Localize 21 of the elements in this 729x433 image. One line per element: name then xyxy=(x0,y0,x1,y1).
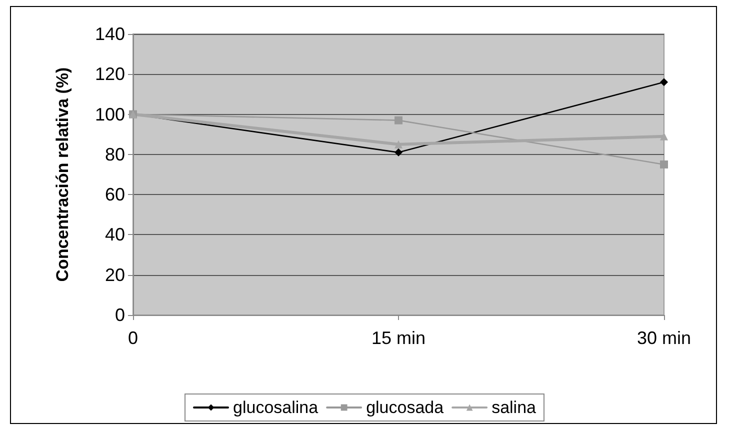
point xyxy=(394,116,402,124)
point xyxy=(660,132,668,140)
point xyxy=(394,148,402,156)
y-axis-title: Concentración relativa (%) xyxy=(53,67,72,282)
point xyxy=(394,140,402,148)
y-tick-label: 140 xyxy=(94,24,125,44)
y-tick-label: 60 xyxy=(104,184,125,205)
y-tick-label: 120 xyxy=(94,64,125,84)
y-tick-label: 80 xyxy=(104,144,125,164)
y-tick-label: 100 xyxy=(94,104,125,124)
y-tick-label: 0 xyxy=(114,305,125,325)
legend-label: glucosada xyxy=(366,398,444,417)
point xyxy=(660,160,668,168)
x-tick-label: 0 xyxy=(128,328,138,348)
x-tick-label: 15 min xyxy=(371,328,426,348)
y-tick-label: 20 xyxy=(104,264,125,285)
legend-label: glucosalina xyxy=(233,398,319,417)
legend-label: salina xyxy=(492,398,537,417)
x-tick-label: 30 min xyxy=(636,328,692,348)
point xyxy=(660,78,668,86)
y-tick-label: 40 xyxy=(104,224,125,245)
